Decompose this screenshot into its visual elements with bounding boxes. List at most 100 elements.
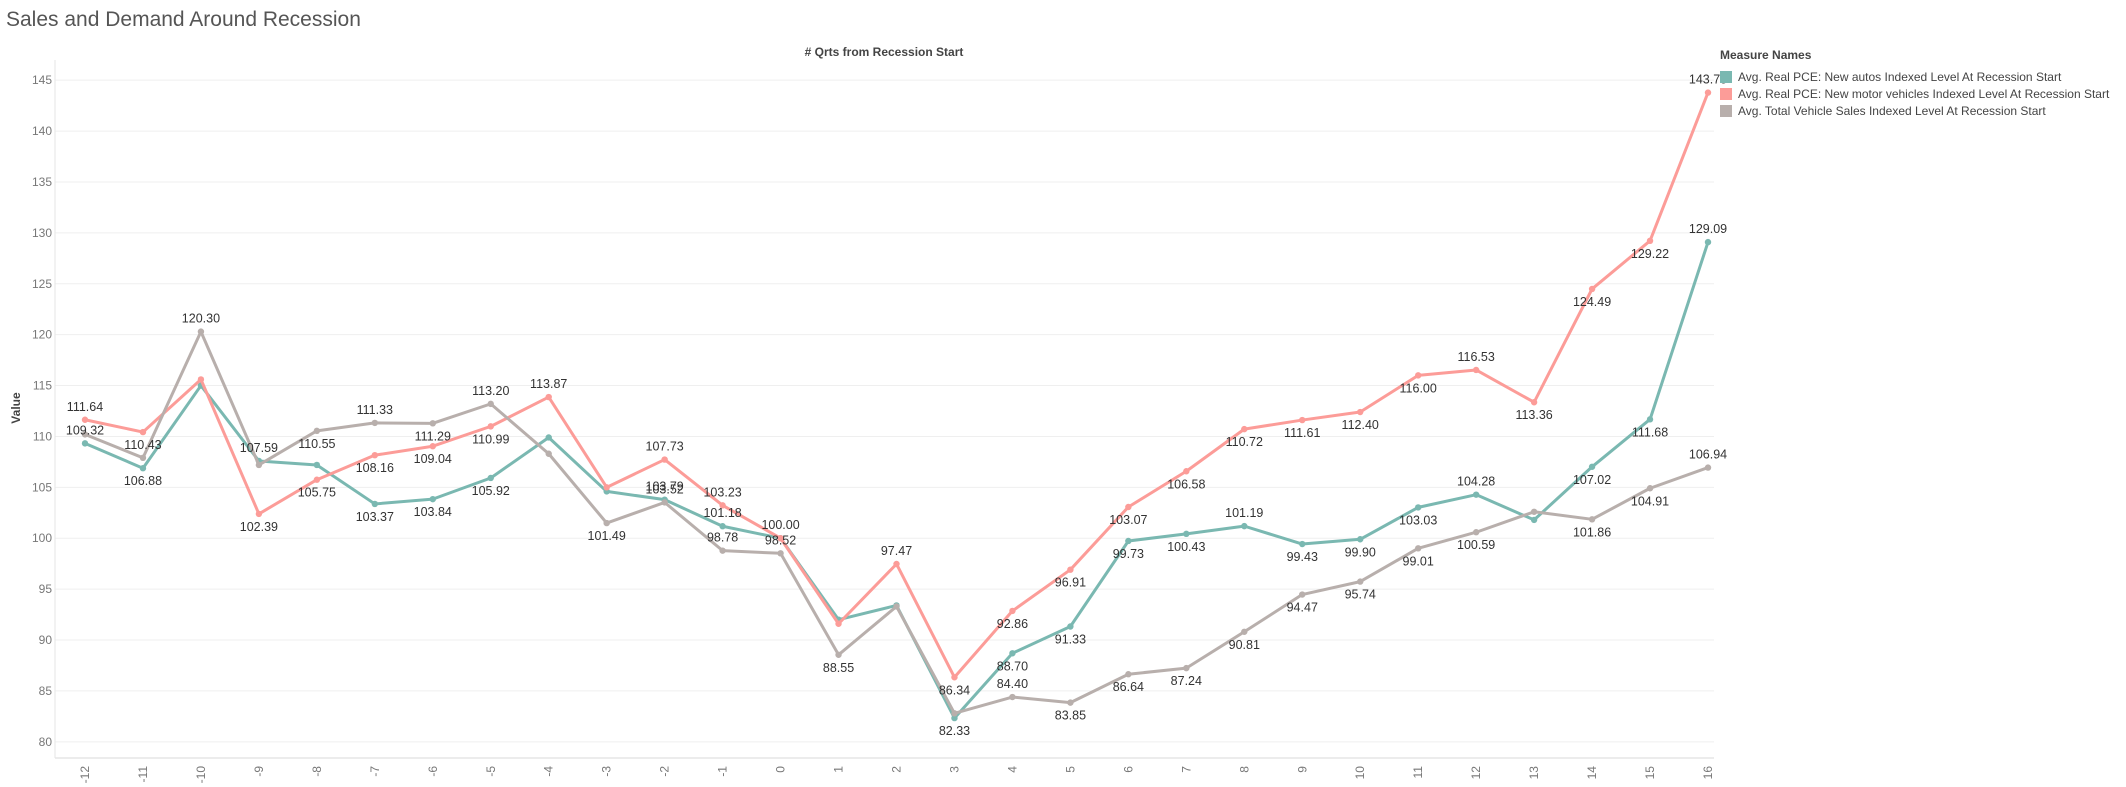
data-point[interactable] (81, 416, 89, 423)
data-point[interactable] (1472, 366, 1480, 374)
data-point[interactable] (835, 651, 842, 658)
data-point[interactable] (603, 484, 610, 491)
data-point[interactable] (81, 440, 89, 447)
y-tick-label: 80 (39, 735, 53, 749)
data-point[interactable] (313, 427, 321, 435)
data-label: 113.36 (1515, 408, 1552, 422)
legend-item-total-vehicle-sales[interactable]: Avg. Total Vehicle Sales Indexed Level A… (1720, 102, 2109, 119)
data-point[interactable] (1472, 529, 1480, 536)
data-point[interactable] (1414, 504, 1422, 511)
data-point[interactable] (487, 474, 494, 482)
x-tick-label: 4 (1005, 766, 1019, 773)
data-point[interactable] (429, 495, 436, 503)
data-point[interactable] (1588, 463, 1596, 470)
data-point[interactable] (429, 443, 436, 450)
legend-item-new-autos[interactable]: Avg. Real PCE: New autos Indexed Level A… (1720, 68, 2109, 85)
data-label: 90.81 (1229, 638, 1260, 652)
data-point[interactable] (1067, 623, 1074, 630)
data-point[interactable] (1067, 699, 1074, 706)
data-point[interactable] (661, 456, 668, 463)
data-point[interactable] (835, 620, 842, 627)
data-point[interactable] (1588, 285, 1596, 293)
data-point[interactable] (197, 376, 205, 383)
data-point[interactable] (951, 710, 958, 717)
data-point[interactable] (1241, 425, 1248, 433)
data-point[interactable] (951, 674, 958, 681)
data-point[interactable] (1530, 508, 1538, 515)
data-point[interactable] (893, 603, 900, 610)
data-point[interactable] (1472, 491, 1480, 498)
data-label: 112.40 (1342, 418, 1379, 432)
data-point[interactable] (951, 714, 958, 722)
data-point[interactable] (1414, 545, 1422, 552)
data-point[interactable] (1299, 416, 1306, 424)
data-point[interactable] (1646, 485, 1654, 492)
data-label: 110.72 (1226, 435, 1263, 449)
data-point[interactable] (719, 547, 726, 554)
data-point[interactable] (545, 393, 552, 401)
data-point[interactable] (487, 423, 494, 430)
data-point[interactable] (487, 400, 494, 408)
data-point[interactable] (719, 502, 726, 509)
data-point[interactable] (81, 431, 89, 438)
data-point[interactable] (1241, 628, 1248, 635)
data-point[interactable] (1357, 536, 1364, 543)
data-point[interactable] (1183, 664, 1190, 672)
data-point[interactable] (139, 454, 147, 462)
data-label: 84.40 (997, 677, 1028, 691)
data-point[interactable] (1704, 464, 1712, 471)
data-point[interactable] (545, 434, 552, 441)
data-label: 82.33 (939, 724, 970, 738)
data-label: 110.43 (124, 438, 161, 452)
data-point[interactable] (1646, 237, 1654, 245)
data-point[interactable] (1588, 516, 1596, 523)
data-point[interactable] (313, 461, 321, 469)
data-point[interactable] (255, 461, 263, 469)
data-point[interactable] (1530, 399, 1538, 406)
x-tick-label: 1 (832, 766, 846, 773)
data-point[interactable] (139, 428, 147, 436)
data-point[interactable] (661, 499, 668, 506)
data-point[interactable] (1299, 591, 1306, 598)
data-point[interactable] (603, 519, 610, 527)
data-point[interactable] (1530, 516, 1538, 524)
data-point[interactable] (719, 523, 726, 530)
data-point[interactable] (197, 328, 205, 335)
data-point[interactable] (1067, 566, 1074, 573)
data-point[interactable] (1704, 89, 1712, 96)
data-point[interactable] (1125, 671, 1132, 678)
data-point[interactable] (429, 420, 436, 427)
series-line[interactable] (83, 330, 1710, 715)
x-tick-label: -2 (658, 766, 672, 777)
data-label: 108.16 (356, 461, 394, 475)
data-point[interactable] (1125, 503, 1132, 511)
data-point[interactable] (777, 550, 784, 557)
data-point[interactable] (371, 500, 379, 508)
data-point[interactable] (1009, 693, 1016, 701)
data-point[interactable] (893, 560, 900, 568)
data-point[interactable] (371, 451, 379, 459)
data-point[interactable] (1414, 372, 1422, 379)
data-point[interactable] (1241, 522, 1248, 530)
data-point[interactable] (1183, 468, 1190, 475)
x-tick-label: -6 (426, 766, 440, 777)
data-point[interactable] (1009, 607, 1016, 615)
data-point[interactable] (1646, 416, 1654, 423)
grid-lines (55, 79, 1714, 743)
data-point[interactable] (1704, 238, 1712, 246)
data-label: 100.00 (761, 518, 799, 532)
data-point[interactable] (1357, 408, 1364, 416)
y-tick-label: 105 (32, 480, 52, 494)
data-point[interactable] (545, 450, 552, 457)
data-point[interactable] (255, 510, 263, 518)
data-point[interactable] (777, 535, 784, 542)
data-point[interactable] (1125, 537, 1132, 545)
data-point[interactable] (1183, 530, 1190, 538)
data-point[interactable] (371, 419, 379, 427)
data-point[interactable] (1357, 578, 1364, 585)
data-point[interactable] (1009, 650, 1016, 657)
legend-item-new-motor-vehicles[interactable]: Avg. Real PCE: New motor vehicles Indexe… (1720, 85, 2109, 102)
data-point[interactable] (313, 476, 321, 483)
data-point[interactable] (139, 465, 147, 472)
data-point[interactable] (1299, 540, 1306, 548)
